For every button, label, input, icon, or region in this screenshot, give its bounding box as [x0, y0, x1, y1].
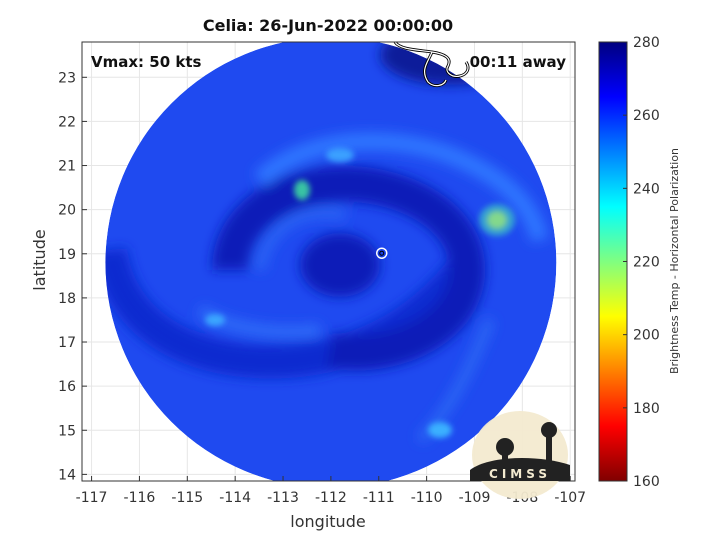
bright-spot-north: [294, 180, 310, 200]
bright-spot-southwest: [205, 314, 225, 326]
bright-spot-east-halo: [479, 204, 515, 236]
y-tick-label: 14: [58, 467, 76, 483]
colorbar: [598, 41, 628, 482]
outer-rainband-south: [105, 247, 484, 379]
y-tick-label: 21: [58, 159, 76, 175]
north-arc-band: [253, 132, 549, 243]
brightness-temp-swath: [105, 42, 557, 481]
y-tick-label: 19: [58, 247, 76, 263]
x-tick-label: -114: [219, 490, 251, 506]
cimss-logo: CIMSS: [470, 411, 570, 499]
x-tick-label: -109: [459, 490, 491, 506]
logo-dish-base: [502, 452, 508, 462]
x-tick-label: -116: [124, 490, 156, 506]
y-tick-label: 22: [58, 114, 76, 130]
y-tick-label: 18: [58, 291, 76, 307]
y-axis-label: latitude: [30, 229, 49, 290]
logo-tower: [546, 436, 552, 464]
storm-center-marker: [376, 247, 388, 259]
colorbar-tick-label: 200: [633, 328, 660, 344]
x-axis-label: longitude: [290, 512, 365, 531]
x-tick-label: -113: [267, 490, 299, 506]
colorbar-label: Brightness Temp - Horizontal Polarizatio…: [668, 148, 681, 374]
bright-spot-north-2: [326, 148, 354, 162]
y-tick-label: 16: [58, 379, 76, 395]
logo-text: CIMSS: [489, 467, 551, 481]
inner-arc-band: [255, 207, 347, 271]
bright-spot-south: [428, 422, 452, 438]
y-axis-ticks: 14 15 16 17 18 19 20 21 22 23: [58, 70, 87, 483]
time-away-annotation: 00:11 away: [470, 53, 567, 71]
colorbar-tick-label: 240: [633, 181, 660, 197]
dark-spiral-band: [212, 165, 486, 371]
y-tick-label: 15: [58, 423, 76, 439]
x-tick-label: -115: [171, 490, 203, 506]
y-tick-label: 20: [58, 203, 76, 219]
logo-tower-top: [541, 422, 557, 438]
colorbar-tick-label: 160: [633, 474, 660, 490]
x-tick-label: -107: [554, 490, 586, 506]
x-tick-label: -117: [76, 490, 108, 506]
colorbar-tick-label: 260: [633, 108, 660, 124]
colorbar-tick-label: 280: [633, 35, 660, 51]
eye-region-dark: [300, 233, 380, 297]
x-tick-label: -111: [363, 490, 395, 506]
axes-frame: [81, 41, 576, 482]
logo-dome: [496, 438, 514, 456]
logo-ground: [470, 458, 570, 481]
vmax-annotation: Vmax: 50 kts: [91, 53, 201, 71]
colorbar-tick-label: 220: [633, 255, 660, 271]
chart-title: Celia: 26-Jun-2022 00:00:00: [203, 16, 453, 35]
x-tick-label: -110: [411, 490, 443, 506]
y-tick-label: 23: [58, 70, 76, 86]
x-tick-label: -112: [315, 490, 347, 506]
y-tick-label: 17: [58, 335, 76, 351]
colorbar-tick-label: 180: [633, 401, 660, 417]
colorbar-ticks: 160 180 200 220 240 260 280: [623, 35, 660, 490]
